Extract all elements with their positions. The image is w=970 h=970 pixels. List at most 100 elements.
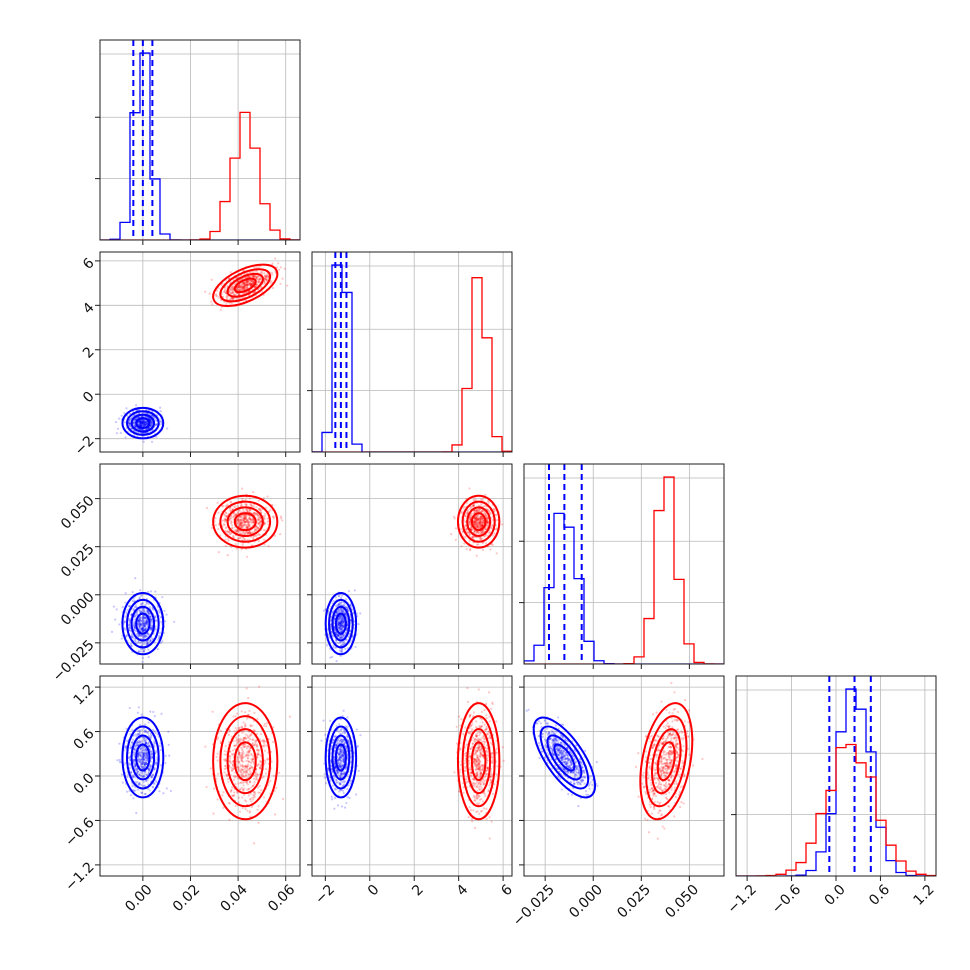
scatter-point	[247, 279, 250, 282]
scatter-point	[249, 284, 252, 288]
scatter-point	[236, 280, 239, 283]
scatter-point	[140, 624, 143, 627]
scatter-point	[450, 533, 453, 536]
scatter-point	[140, 641, 143, 644]
scatter-point	[340, 622, 343, 625]
scatter-point	[142, 418, 145, 422]
scatter-point	[340, 636, 343, 640]
scatter-point	[251, 519, 254, 522]
scatter-point	[138, 419, 141, 423]
scatter-point	[241, 288, 244, 291]
scatter-point	[139, 650, 143, 653]
scatter-point	[270, 271, 274, 274]
scatter-point	[134, 425, 137, 428]
scatter-point	[248, 283, 251, 286]
scatter-point	[469, 548, 472, 551]
scatter-point	[145, 618, 148, 622]
scatter-point	[239, 285, 242, 288]
scatter-point	[140, 424, 143, 427]
scatter-point	[147, 417, 150, 420]
scatter-point	[463, 542, 466, 545]
scatter-point	[263, 282, 266, 285]
scatter-point	[254, 275, 258, 278]
scatter-point	[123, 620, 126, 623]
scatter-point	[239, 523, 243, 526]
scatter-point	[478, 520, 482, 523]
scatter-point	[141, 420, 144, 423]
scatter-point	[132, 607, 135, 611]
scatter-point	[243, 513, 246, 516]
scatter-point	[140, 729, 143, 732]
scatter-point	[146, 610, 149, 614]
scatter-point	[142, 624, 145, 628]
scatter-point	[144, 635, 147, 638]
scatter-point	[229, 287, 232, 291]
scatter-point	[152, 710, 155, 714]
scatter-point	[139, 771, 142, 774]
scatter-point	[142, 421, 145, 424]
scatter-point	[139, 421, 142, 425]
scatter-point	[138, 623, 141, 626]
scatter-point	[146, 620, 149, 623]
scatter-point	[132, 636, 135, 639]
scatter-point	[159, 421, 163, 424]
scatter-point	[252, 521, 255, 524]
scatter-point	[145, 412, 148, 415]
scatter-point	[161, 640, 164, 643]
scatter-point	[148, 633, 151, 636]
scatter-point	[250, 280, 253, 283]
scatter-point	[252, 842, 256, 845]
scatter-point	[245, 531, 248, 534]
scatter-point	[142, 422, 146, 425]
scatter-point	[325, 644, 329, 647]
scatter-point	[139, 424, 143, 428]
scatter-point	[235, 530, 238, 533]
scatter-point	[141, 643, 144, 646]
scatter-point	[223, 290, 226, 294]
scatter-point	[241, 497, 244, 500]
scatter-point	[140, 749, 143, 752]
scatter-point	[142, 609, 146, 612]
scatter-point	[149, 638, 152, 641]
scatter-point	[141, 421, 144, 424]
scatter-point	[167, 730, 170, 733]
scatter-point	[484, 528, 487, 531]
scatter-point	[137, 422, 140, 425]
scatter-point	[259, 510, 262, 513]
scatter-point	[241, 286, 244, 289]
scatter-point	[130, 645, 133, 648]
scatter-point	[239, 288, 243, 291]
scatter-point	[215, 289, 219, 292]
scatter-point	[242, 523, 245, 526]
scatter-point	[481, 531, 484, 535]
scatter-point	[138, 622, 142, 625]
scatter-point	[253, 528, 257, 531]
scatter-point	[240, 710, 243, 713]
scatter-point	[140, 739, 143, 742]
scatter-point	[239, 286, 242, 290]
scatter-point	[150, 626, 153, 630]
scatter-point	[139, 420, 142, 424]
scatter-point	[142, 421, 145, 425]
scatter-point	[157, 638, 160, 641]
scatter-point	[168, 754, 171, 757]
scatter-point	[231, 527, 234, 530]
scatter-point	[147, 611, 150, 615]
scatter-point	[251, 282, 254, 285]
scatter-point	[245, 508, 249, 512]
scatter-point	[154, 590, 157, 593]
scatter-point	[125, 635, 128, 638]
grid	[100, 252, 300, 452]
scatter-point	[238, 519, 241, 522]
scatter-point	[340, 643, 343, 646]
scatter-point	[247, 521, 250, 524]
scatter-point	[158, 611, 161, 614]
scatter-point	[217, 296, 220, 299]
scatter-point	[142, 629, 145, 632]
scatter-point	[347, 590, 351, 593]
scatter-point	[123, 620, 127, 624]
scatter-point	[130, 635, 133, 639]
scatter-point	[139, 589, 142, 592]
scatter-point	[145, 619, 148, 622]
